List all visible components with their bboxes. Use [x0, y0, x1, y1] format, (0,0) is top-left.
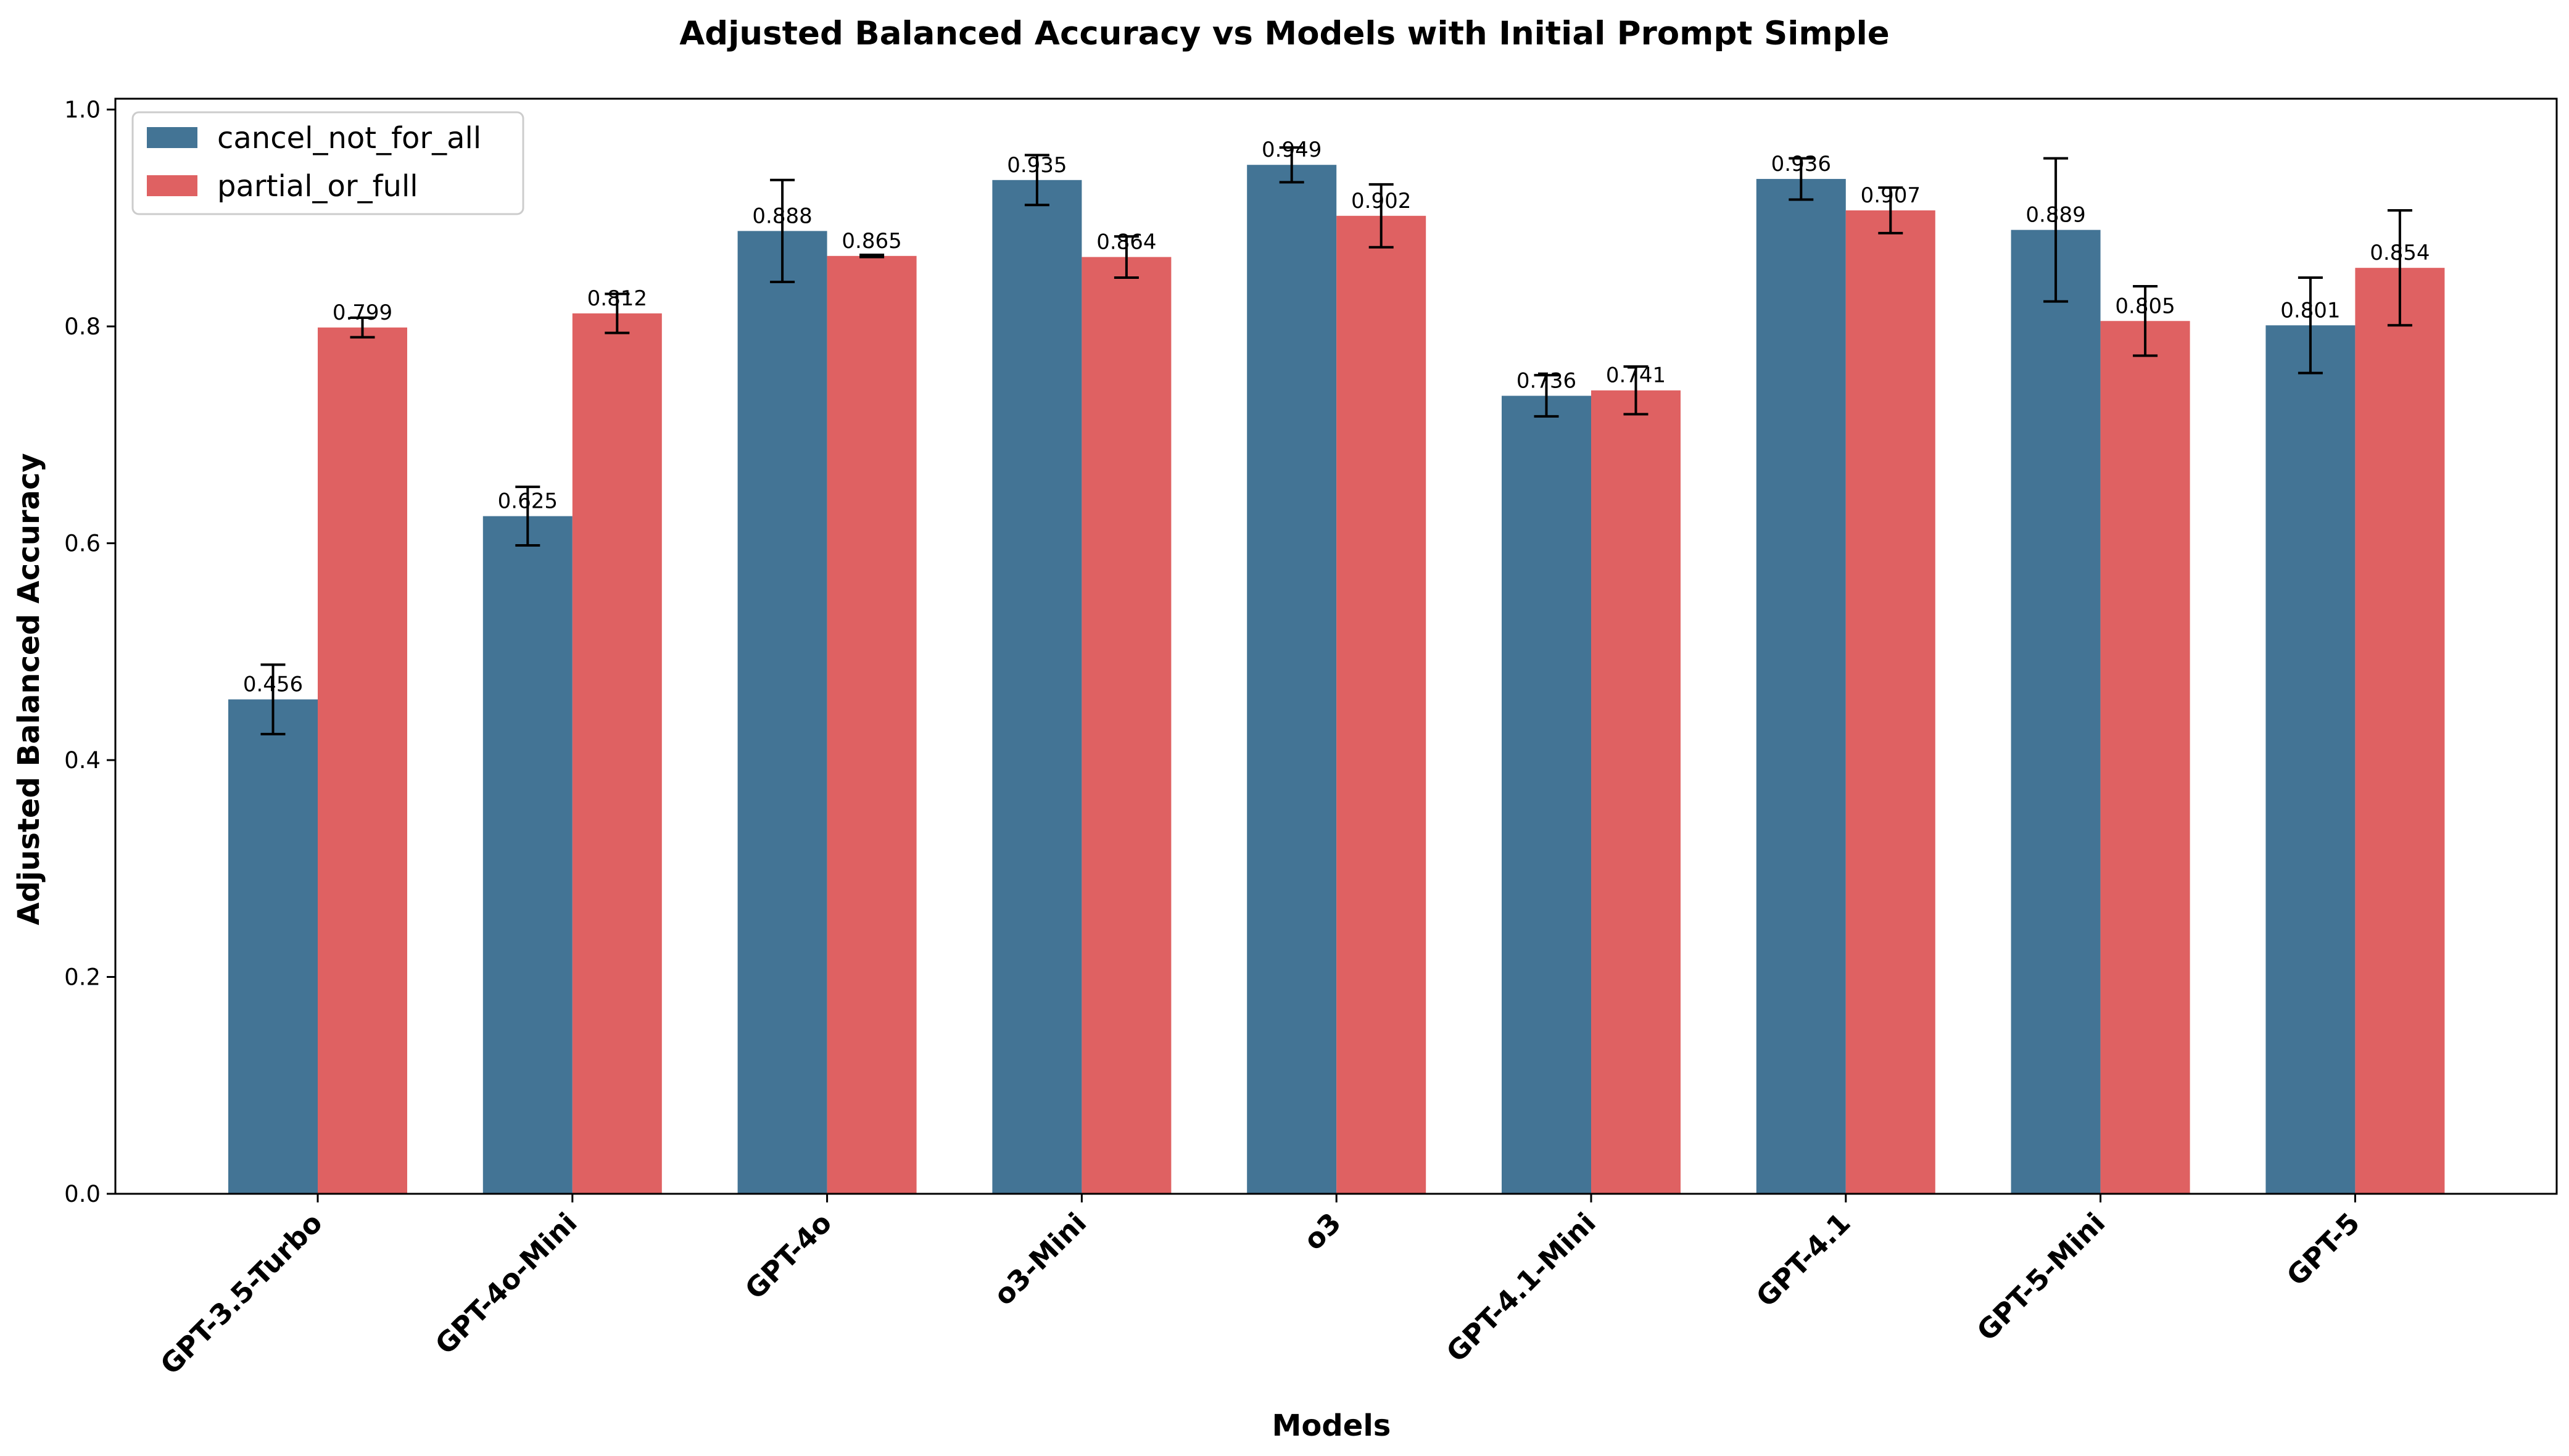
legend-box	[131, 111, 524, 215]
error-bar	[1368, 183, 1394, 249]
bar-partial-or-full	[572, 313, 662, 1194]
error-bar	[515, 486, 540, 547]
error-bar	[1534, 374, 1559, 418]
x-tick-label: GPT-4o	[738, 1206, 838, 1305]
error-bar	[1789, 157, 1814, 201]
legend-swatch	[147, 175, 197, 196]
x-axis-label: Models	[1272, 1408, 1391, 1443]
error-bar	[2043, 157, 2069, 303]
error-bar	[1024, 154, 1049, 207]
y-tick-label: 1.0	[64, 97, 101, 123]
value-label: 0.949	[1262, 138, 1322, 162]
error-bar	[1878, 186, 1903, 234]
value-label: 0.741	[1606, 363, 1666, 388]
value-label: 0.812	[587, 286, 647, 311]
bar-cancel-not-for-all	[2011, 230, 2101, 1194]
y-tick-label: 0.4	[64, 747, 101, 774]
x-tick-label: GPT-4o-Mini	[429, 1206, 583, 1360]
value-label: 0.865	[842, 229, 901, 254]
plot-frame	[114, 97, 2558, 1195]
x-tick-label: GPT-5	[2280, 1206, 2366, 1292]
y-tick-label: 0.2	[64, 964, 101, 991]
value-label: 0.805	[2115, 294, 2175, 318]
bar-cancel-not-for-all	[1502, 395, 1591, 1194]
x-tick-label: GPT-3.5-Turbo	[154, 1206, 329, 1381]
y-axis-label: Adjusted Balanced Accuracy	[12, 453, 46, 925]
value-label: 0.864	[1096, 230, 1156, 255]
value-label: 0.801	[2280, 298, 2340, 323]
legend: cancel_not_for_all partial_or_full	[131, 111, 524, 215]
bar-cancel-not-for-all	[737, 231, 827, 1194]
error-bar	[2387, 209, 2412, 327]
bar-partial-or-full	[827, 255, 917, 1194]
value-label: 0.936	[1771, 152, 1831, 176]
x-tick-label: GPT-5-Mini	[1971, 1206, 2112, 1347]
error-bar	[260, 663, 286, 735]
error-bar	[1279, 146, 1304, 184]
error-bar	[605, 292, 630, 334]
error-bar	[350, 316, 375, 339]
bar-partial-or-full	[2100, 321, 2190, 1194]
y-tick-label: 0.8	[64, 313, 101, 340]
x-tick-label: o3	[1297, 1206, 1347, 1256]
legend-swatch	[147, 127, 197, 148]
value-label: 0.888	[752, 204, 812, 228]
value-label: 0.935	[1007, 153, 1067, 178]
chart-title: Adjusted Balanced Accuracy vs Models wit…	[679, 15, 1889, 52]
error-bar	[1623, 365, 1649, 416]
value-label: 0.889	[2025, 203, 2085, 228]
y-tick-label: 0.0	[64, 1181, 101, 1207]
legend-label: cancel_not_for_all	[217, 121, 481, 155]
error-bar	[859, 254, 885, 259]
bar-cancel-not-for-all	[2265, 325, 2356, 1194]
plot-area: 0.0 0.2 0.4 0.6 0.8 1.0 0.456 0.799 GPT-3.5-Turb…	[64, 97, 2445, 1381]
value-label: 0.625	[498, 489, 558, 514]
x-tick-label: o3-Mini	[987, 1206, 1093, 1312]
value-label: 0.902	[1351, 189, 1411, 213]
bar-partial-or-full	[2355, 268, 2445, 1194]
bar-partial-or-full	[1845, 210, 1935, 1194]
bar-cancel-not-for-all	[1756, 179, 1846, 1194]
bar-cancel-not-for-all	[992, 180, 1082, 1194]
bar-cancel-not-for-all	[1247, 165, 1337, 1194]
error-bar	[2133, 285, 2158, 357]
value-label: 0.736	[1516, 369, 1576, 394]
bar-partial-or-full	[1082, 257, 1172, 1194]
value-label: 0.456	[243, 672, 303, 697]
error-bar	[2298, 276, 2323, 374]
x-tick-label: GPT-4.1	[1750, 1206, 1857, 1313]
legend-label: partial_or_full	[217, 169, 418, 204]
bar-cancel-not-for-all	[228, 699, 318, 1194]
value-label: 0.907	[1861, 183, 1921, 208]
x-tick-label: GPT-4.1-Mini	[1440, 1206, 1602, 1368]
bar-partial-or-full	[1591, 390, 1681, 1194]
bar-partial-or-full	[1336, 215, 1426, 1194]
error-bar	[770, 178, 795, 284]
error-bar	[1114, 235, 1139, 279]
bar-partial-or-full	[318, 327, 407, 1194]
y-tick-label: 0.6	[64, 531, 101, 557]
value-label: 0.799	[333, 300, 392, 325]
bar-cancel-not-for-all	[482, 516, 573, 1194]
value-label: 0.854	[2370, 241, 2430, 265]
